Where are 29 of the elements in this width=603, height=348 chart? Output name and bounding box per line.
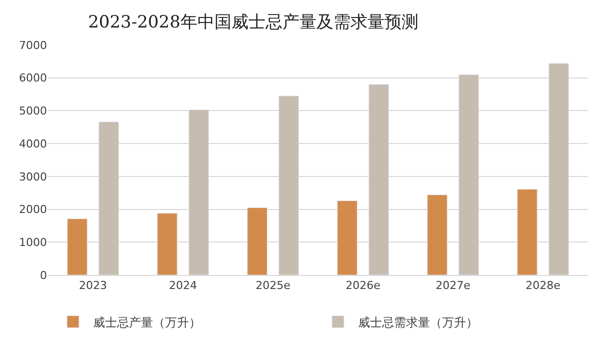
bar [278,96,299,275]
bar [188,109,209,275]
bar [247,207,268,275]
x-tick-label: 2023 [79,279,107,292]
bar [548,63,569,275]
y-tick-label: 3000 [19,170,47,184]
x-tick-label: 2024 [169,279,197,292]
bar [368,84,389,275]
legend-label: 威士忌产量（万升） [93,315,201,330]
x-tick-label: 2027e [436,279,471,292]
chart-title: 2023-2028年中国威士忌产量及需求量预测 [88,12,418,33]
bar [67,218,88,275]
y-tick-label: 0 [40,268,47,282]
x-tick-label: 2026e [346,279,381,292]
legend-label: 威士忌需求量（万升） [358,315,478,330]
bar [98,122,119,275]
bar [337,200,358,275]
bar [157,212,178,275]
y-tick-label: 5000 [19,104,47,118]
y-tick-label: 2000 [19,203,47,216]
y-tick-label: 6000 [19,72,47,85]
bar [458,74,479,275]
x-tick-label: 2028e [526,279,561,292]
y-tick-label: 4000 [19,137,47,150]
y-tick-label: 1000 [19,236,47,249]
x-tick-label: 2025e [256,279,291,292]
y-tick-label: 7000 [19,38,47,52]
bar [427,194,448,275]
bar [517,188,538,275]
